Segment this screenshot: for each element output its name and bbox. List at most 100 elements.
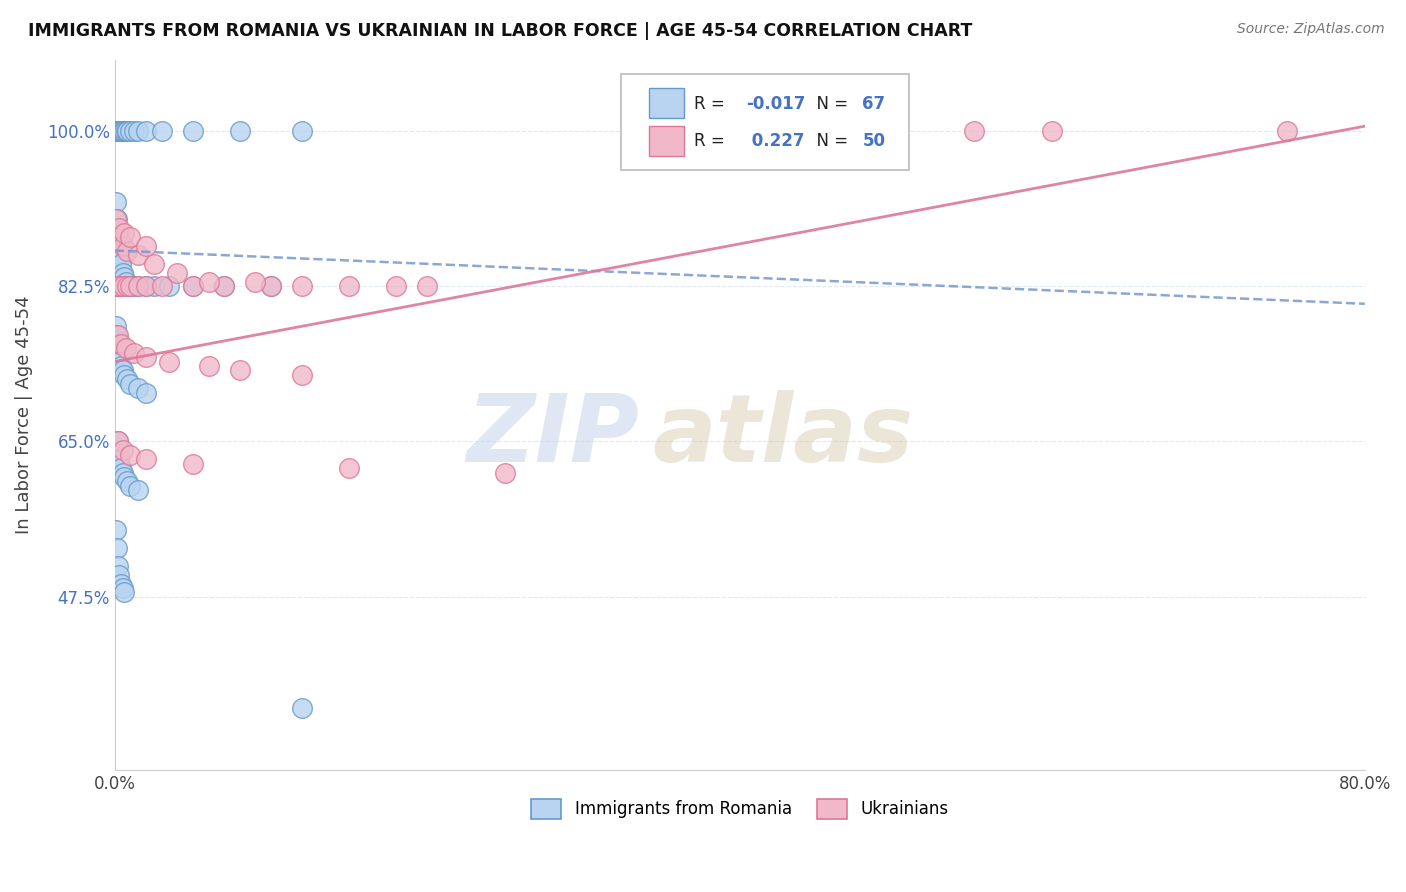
- Text: N =: N =: [806, 132, 853, 151]
- Legend: Immigrants from Romania, Ukrainians: Immigrants from Romania, Ukrainians: [524, 792, 955, 826]
- Point: [416, 279, 439, 293]
- Point: [291, 701, 314, 715]
- Point: [111, 239, 134, 253]
- Point: [107, 434, 129, 449]
- Point: [108, 567, 131, 582]
- Point: [122, 279, 145, 293]
- Point: [111, 279, 134, 293]
- Point: [212, 279, 235, 293]
- Point: [112, 368, 135, 382]
- Point: [111, 466, 134, 480]
- Text: 0.227: 0.227: [747, 132, 804, 151]
- Point: [110, 336, 132, 351]
- Point: [260, 279, 283, 293]
- Point: [135, 279, 157, 293]
- Point: [110, 123, 132, 137]
- Point: [110, 257, 132, 271]
- Point: [112, 123, 135, 137]
- Point: [110, 461, 132, 475]
- Point: [291, 368, 314, 382]
- Point: [117, 123, 139, 137]
- Point: [127, 248, 149, 262]
- Point: [291, 279, 314, 293]
- Text: N =: N =: [806, 95, 853, 112]
- Point: [107, 327, 129, 342]
- Point: [107, 123, 129, 137]
- Point: [135, 279, 157, 293]
- Point: [112, 270, 135, 285]
- Point: [107, 230, 129, 244]
- Point: [105, 327, 128, 342]
- Point: [142, 257, 165, 271]
- Point: [117, 372, 139, 386]
- Point: [159, 279, 181, 293]
- Point: [108, 354, 131, 368]
- Point: [117, 279, 139, 293]
- Point: [197, 359, 219, 373]
- Point: [105, 212, 128, 227]
- Point: [112, 470, 135, 484]
- Text: IMMIGRANTS FROM ROMANIA VS UKRAINIAN IN LABOR FORCE | AGE 45-54 CORRELATION CHAR: IMMIGRANTS FROM ROMANIA VS UKRAINIAN IN …: [28, 22, 973, 40]
- Point: [110, 359, 132, 373]
- Point: [135, 239, 157, 253]
- Point: [385, 279, 408, 293]
- Point: [111, 581, 134, 595]
- Point: [105, 123, 128, 137]
- Point: [229, 363, 252, 377]
- Point: [291, 123, 314, 137]
- Point: [108, 221, 131, 235]
- Text: R =: R =: [693, 95, 730, 112]
- Point: [117, 475, 139, 489]
- Point: [112, 226, 135, 240]
- Point: [122, 123, 145, 137]
- Point: [105, 123, 128, 137]
- Point: [212, 279, 235, 293]
- Point: [963, 123, 986, 137]
- Text: ZIP: ZIP: [467, 390, 640, 482]
- Point: [120, 123, 142, 137]
- Point: [105, 123, 128, 137]
- Point: [107, 239, 129, 253]
- Point: [229, 123, 252, 137]
- Point: [107, 123, 129, 137]
- Text: 67: 67: [862, 95, 886, 112]
- Point: [105, 541, 128, 555]
- Point: [112, 585, 135, 599]
- Text: 50: 50: [862, 132, 886, 151]
- Point: [260, 279, 283, 293]
- Point: [117, 244, 139, 258]
- Point: [108, 279, 131, 293]
- Point: [111, 123, 134, 137]
- Point: [337, 279, 360, 293]
- Point: [111, 443, 134, 458]
- Point: [107, 279, 129, 293]
- Point: [120, 279, 142, 293]
- Point: [111, 363, 134, 377]
- Point: [135, 452, 157, 467]
- Point: [120, 376, 142, 391]
- Point: [107, 230, 129, 244]
- Point: [105, 279, 128, 293]
- Point: [166, 266, 188, 280]
- Text: atlas: atlas: [652, 390, 914, 482]
- Point: [127, 123, 149, 137]
- Point: [494, 466, 516, 480]
- Text: -0.017: -0.017: [747, 95, 806, 112]
- Point: [107, 558, 129, 573]
- Point: [120, 479, 142, 493]
- Point: [135, 350, 157, 364]
- Text: R =: R =: [693, 132, 730, 151]
- Point: [122, 345, 145, 359]
- Point: [114, 275, 136, 289]
- Y-axis label: In Labor Force | Age 45-54: In Labor Force | Age 45-54: [15, 295, 32, 534]
- Point: [181, 457, 204, 471]
- Point: [245, 275, 267, 289]
- Text: Source: ZipAtlas.com: Source: ZipAtlas.com: [1237, 22, 1385, 37]
- Point: [108, 235, 131, 249]
- Point: [181, 279, 204, 293]
- Point: [120, 279, 142, 293]
- Point: [181, 123, 204, 137]
- Point: [111, 266, 134, 280]
- Point: [1040, 123, 1063, 137]
- Point: [159, 354, 181, 368]
